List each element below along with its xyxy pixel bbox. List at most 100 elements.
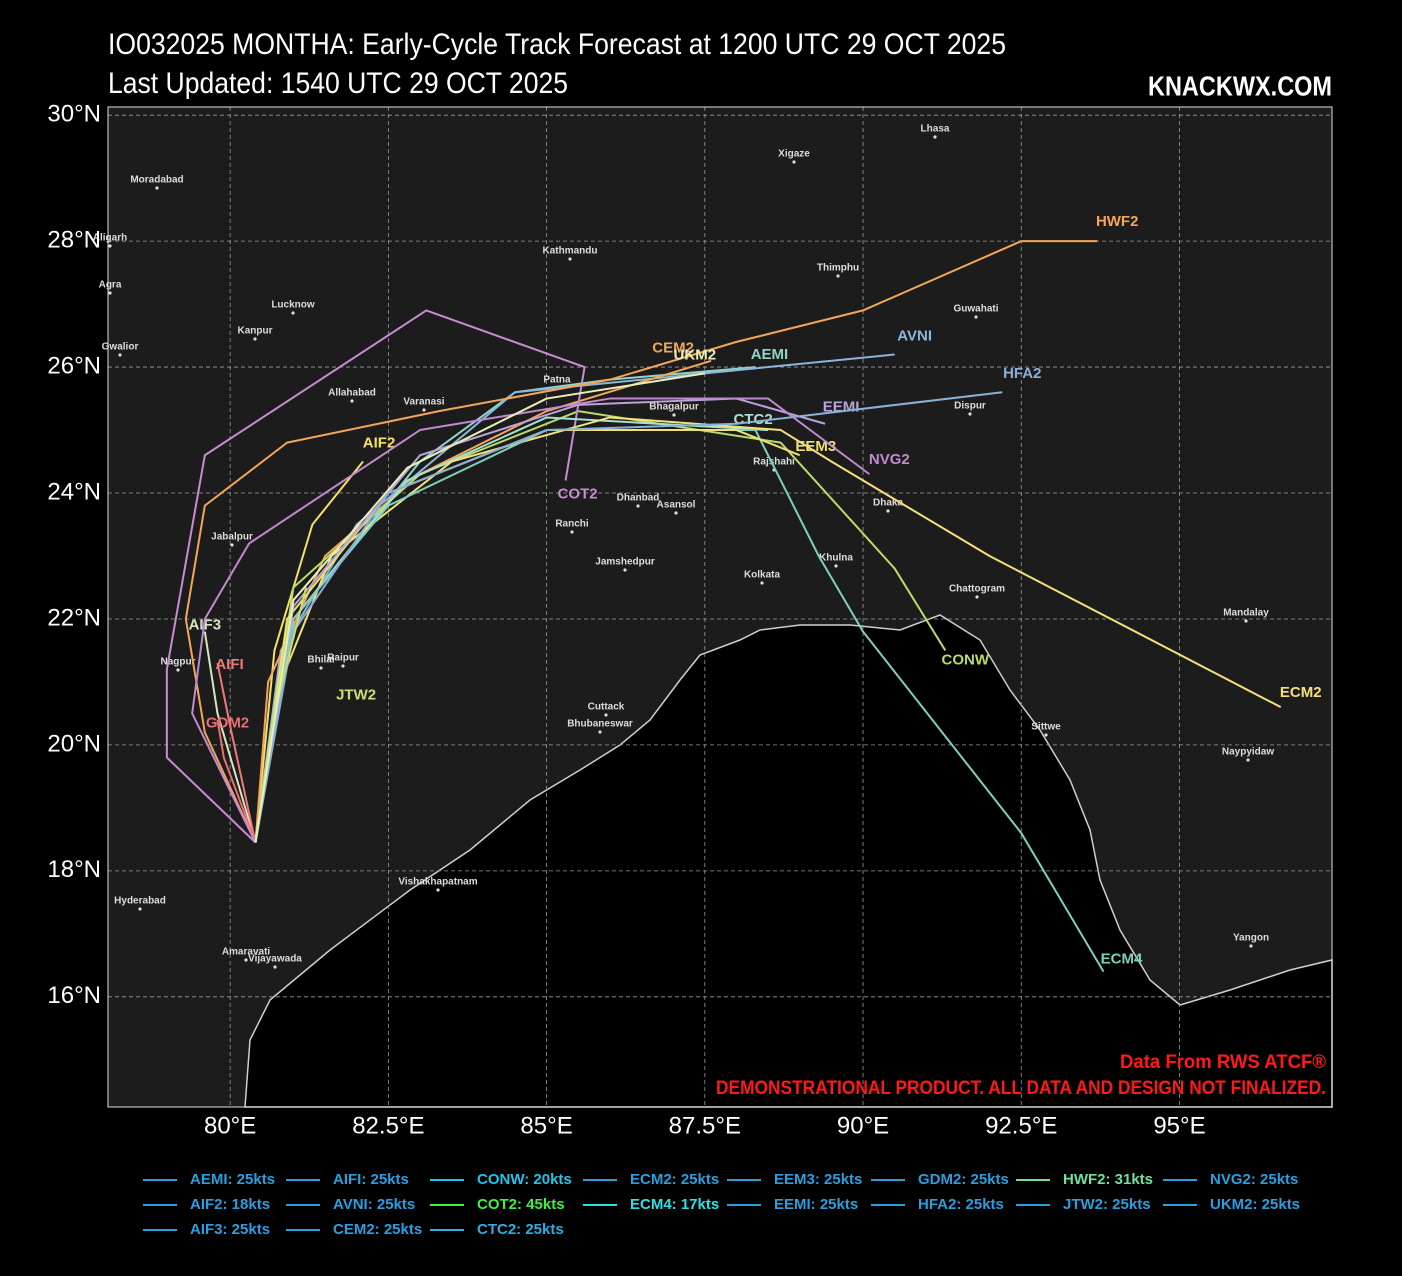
legend-label: AEMI: 25kts bbox=[190, 1171, 275, 1188]
city-label: Naypyidaw bbox=[1222, 747, 1274, 758]
track-label: JTW2 bbox=[336, 686, 376, 703]
legend-label: AIFI: 25kts bbox=[333, 1171, 409, 1188]
city-label: Jamshedpur bbox=[595, 557, 655, 568]
city-label: Aligarh bbox=[93, 233, 127, 244]
track-label: EEM3 bbox=[795, 438, 836, 455]
city-label: Kanpur bbox=[238, 326, 273, 337]
city-dot bbox=[975, 595, 979, 599]
track-line bbox=[254, 353, 895, 843]
city-dot bbox=[422, 408, 426, 412]
city-label: Dispur bbox=[954, 401, 986, 412]
city-label: Chattogram bbox=[949, 584, 1005, 595]
city-label: Bhilai bbox=[307, 655, 334, 666]
track-line bbox=[216, 662, 257, 843]
track-line bbox=[216, 719, 257, 843]
x-tick-label: 95°E bbox=[1153, 1112, 1205, 1139]
city-dot bbox=[436, 888, 440, 892]
legend-label: CONW: 20kts bbox=[477, 1171, 572, 1188]
city-dot bbox=[176, 668, 180, 672]
legend-label: EEMI: 25kts bbox=[774, 1196, 858, 1213]
track-label: AIFI bbox=[215, 656, 243, 673]
legend-label: GDM2: 25kts bbox=[918, 1171, 1009, 1188]
legend-label: UKM2: 25kts bbox=[1210, 1196, 1300, 1213]
brand: KNACKWX.COM bbox=[1148, 70, 1332, 101]
city-dot bbox=[319, 666, 323, 670]
y-tick-label: 24°N bbox=[47, 478, 101, 505]
city-dot bbox=[1044, 733, 1048, 737]
cities: Lhasa Xigaze Moradabad Aligarh Kathmandu Thim… bbox=[93, 124, 1274, 969]
frame bbox=[107, 106, 1333, 1108]
city-label: Kathmandu bbox=[543, 246, 598, 257]
city-label: Lhasa bbox=[921, 124, 950, 135]
track-line bbox=[254, 429, 1105, 973]
city-label: Kolkata bbox=[744, 570, 781, 581]
city-label: Vijayawada bbox=[248, 954, 302, 965]
city-dot bbox=[886, 509, 890, 513]
x-tick-label: 90°E bbox=[837, 1112, 889, 1139]
track-label: ECM2 bbox=[1280, 684, 1322, 701]
y-tick-label: 28°N bbox=[47, 226, 101, 253]
sea bbox=[244, 614, 1333, 1108]
track-line bbox=[165, 309, 586, 844]
y-tick-label: 18°N bbox=[47, 856, 101, 883]
city-dot bbox=[674, 511, 678, 515]
city-dot bbox=[792, 160, 796, 164]
city-dot bbox=[341, 664, 345, 668]
city-dot bbox=[636, 504, 640, 508]
city-label: Sittwe bbox=[1031, 722, 1061, 733]
city-label: Hyderabad bbox=[114, 896, 166, 907]
title: IO032025 MONTHA: Early-Cycle Track Forec… bbox=[108, 28, 1006, 61]
legend-label: COT2: 45kts bbox=[477, 1196, 565, 1213]
track-label: NVG2 bbox=[869, 451, 910, 468]
city-dot bbox=[244, 958, 248, 962]
city-label: Vishakhapatnam bbox=[398, 877, 477, 888]
city-label: Varanasi bbox=[403, 397, 444, 408]
city-dot bbox=[933, 135, 937, 139]
city-dot bbox=[1244, 619, 1248, 623]
legend: AEMI: 25kts AIF2: 18kts AIF3: 25kts AIFI: 2… bbox=[143, 1171, 1300, 1238]
y-tick-label: 30°N bbox=[47, 101, 101, 128]
track-label: CONW bbox=[942, 651, 990, 668]
track-label: GDM2 bbox=[206, 715, 249, 732]
legend-label: HWF2: 31kts bbox=[1063, 1171, 1153, 1188]
track-line bbox=[254, 416, 1282, 843]
x-tick-label: 85°E bbox=[520, 1112, 572, 1139]
x-tick-label: 80°E bbox=[204, 1112, 256, 1139]
legend-label: AVNI: 25kts bbox=[333, 1196, 415, 1213]
city-label: Rajshahi bbox=[753, 457, 795, 468]
legend-label: CTC2: 25kts bbox=[477, 1221, 564, 1238]
legend-label: EEM3: 25kts bbox=[774, 1171, 862, 1188]
city-dot bbox=[570, 530, 574, 534]
track-line bbox=[254, 372, 705, 843]
city-label: Jabalpur bbox=[211, 532, 253, 543]
city-label: Dhaka bbox=[873, 498, 903, 509]
y-tick-label: 22°N bbox=[47, 604, 101, 631]
track-line bbox=[191, 397, 870, 843]
city-label: Thimphu bbox=[817, 263, 859, 274]
city-label: Moradabad bbox=[130, 175, 183, 186]
city-dot bbox=[1249, 944, 1253, 948]
city-dot bbox=[253, 337, 257, 341]
city-label: Lucknow bbox=[271, 300, 315, 311]
city-dot bbox=[598, 730, 602, 734]
city-label: Cuttack bbox=[588, 702, 625, 713]
city-dot bbox=[118, 353, 122, 357]
y-tick-label: 26°N bbox=[47, 352, 101, 379]
city-dot bbox=[230, 543, 234, 547]
track-label: AVNI bbox=[897, 327, 932, 344]
city-dot bbox=[672, 413, 676, 417]
city-label: Gwalior bbox=[102, 342, 139, 353]
city-label: Ranchi bbox=[555, 519, 589, 530]
city-dot bbox=[760, 581, 764, 585]
y-tick-label: 16°N bbox=[47, 982, 101, 1009]
x-tick-label: 92.5°E bbox=[985, 1112, 1057, 1139]
track-label: HFA2 bbox=[1003, 365, 1041, 382]
city-label: Khulna bbox=[819, 553, 853, 564]
city-dot bbox=[291, 311, 295, 315]
legend-label: JTW2: 25kts bbox=[1063, 1196, 1151, 1213]
track-label: COT2 bbox=[558, 485, 598, 502]
city-dot bbox=[350, 399, 354, 403]
city-label: Bhubaneswar bbox=[567, 719, 633, 730]
legend-label: AIF3: 25kts bbox=[190, 1221, 270, 1238]
city-label: Agra bbox=[99, 280, 122, 291]
